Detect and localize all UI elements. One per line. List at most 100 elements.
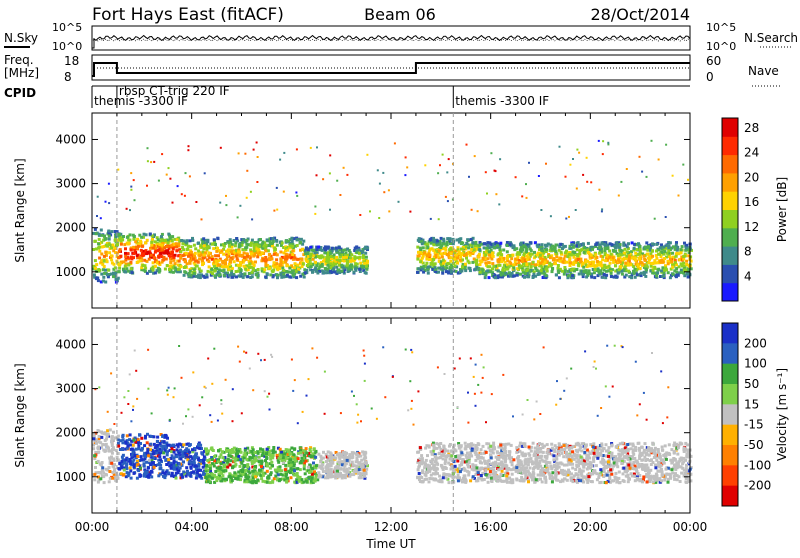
echo-cell — [300, 478, 303, 481]
echo-cell — [185, 252, 188, 255]
echo-cell — [246, 275, 249, 278]
echo-cell — [106, 429, 109, 432]
echo-cell — [226, 255, 229, 258]
echo-cell — [296, 195, 298, 197]
echo-cell — [101, 466, 104, 469]
echo-cell — [485, 272, 488, 275]
echo-cell — [646, 253, 649, 256]
echo-cell — [180, 239, 183, 242]
echo-cell — [295, 276, 298, 279]
echo-cell — [188, 451, 191, 454]
echo-cell — [283, 191, 285, 193]
cpid-segment-2: rbsp CT-trig 220 IF — [119, 84, 230, 98]
echo-cell — [133, 179, 135, 181]
echo-cell — [250, 266, 253, 269]
echo-cell — [221, 265, 224, 268]
echo-cell — [346, 264, 349, 267]
echo-cell — [498, 203, 500, 205]
echo-cell — [106, 273, 109, 276]
echo-cell — [122, 454, 125, 457]
echo-cell — [379, 183, 381, 185]
echo-cell — [215, 250, 218, 253]
echo-cell — [238, 274, 241, 277]
echo-cell — [104, 251, 107, 254]
echo-cell — [311, 467, 314, 470]
echo-cell — [442, 259, 445, 262]
echo-cell — [330, 460, 333, 463]
echo-cell — [436, 239, 439, 242]
echo-cell — [658, 253, 661, 256]
echo-cell — [145, 233, 148, 236]
echo-cell — [421, 242, 424, 245]
echo-cell — [359, 474, 362, 477]
echo-cell — [624, 262, 627, 265]
nsky-tick-bottom: 10^0 — [52, 40, 82, 53]
echo-cell — [334, 263, 337, 266]
echo-cell — [259, 469, 262, 472]
echo-cell — [645, 268, 648, 271]
echo-cell — [647, 245, 650, 248]
echo-cell — [644, 246, 647, 249]
echo-cell — [479, 263, 482, 266]
echo-cell — [112, 275, 115, 278]
echo-cell — [137, 469, 140, 472]
echo-cell — [540, 269, 543, 272]
echo-cell — [655, 275, 658, 278]
echo-cell — [195, 474, 198, 477]
echo-cell — [129, 209, 131, 211]
echo-cell — [441, 255, 444, 258]
power-colorbar-tick: 8 — [744, 245, 752, 259]
echo-cell — [554, 262, 557, 265]
nsearch-label: N.Search — [744, 31, 798, 45]
echo-cell — [114, 436, 117, 439]
echo-cell — [251, 218, 253, 220]
echo-cell — [234, 241, 237, 244]
echo-cell — [166, 264, 169, 267]
echo-cell — [351, 259, 354, 262]
cpid-label: CPID — [4, 86, 36, 100]
echo-cell — [245, 239, 248, 242]
echo-cell — [253, 246, 256, 249]
echo-cell — [294, 262, 297, 265]
echo-cell — [260, 477, 263, 480]
freq-label: Freq. — [4, 53, 34, 67]
echo-cell — [160, 235, 163, 238]
echo-cell — [117, 256, 120, 259]
echo-cell — [659, 260, 662, 263]
echo-cell — [478, 244, 481, 247]
colorbar-swatch — [722, 191, 738, 210]
echo-cell — [442, 154, 444, 156]
echo-cell — [179, 467, 182, 470]
colorbar-swatch — [722, 283, 738, 302]
echo-cell — [276, 253, 279, 256]
echo-cell — [156, 436, 159, 439]
echo-cell — [256, 142, 258, 144]
echo-cell — [468, 176, 470, 178]
echo-cell — [447, 253, 450, 256]
echo-cell — [239, 254, 242, 257]
echo-cell — [117, 439, 120, 442]
echo-cell — [186, 248, 189, 251]
echo-cell — [623, 252, 626, 255]
echo-cell — [416, 258, 419, 261]
echo-cell — [122, 438, 125, 441]
echo-cell — [95, 232, 98, 235]
echo-cell — [214, 254, 217, 257]
echo-cell — [188, 145, 190, 147]
echo-cell — [466, 238, 469, 241]
echo-cell — [430, 218, 432, 220]
echo-cell — [187, 473, 190, 476]
echo-cell — [582, 266, 585, 269]
echo-cell — [499, 242, 502, 245]
echo-cell — [474, 155, 476, 157]
echo-cell — [190, 254, 193, 257]
echo-cell — [153, 161, 155, 163]
cpid-segment-3: themis -3300 IF — [455, 94, 549, 108]
echo-cell — [98, 246, 101, 249]
colorbar-swatch — [722, 155, 738, 174]
echo-cell — [299, 257, 302, 260]
echo-cell — [143, 465, 146, 468]
echo-cell — [275, 240, 278, 243]
echo-cell — [129, 466, 132, 469]
